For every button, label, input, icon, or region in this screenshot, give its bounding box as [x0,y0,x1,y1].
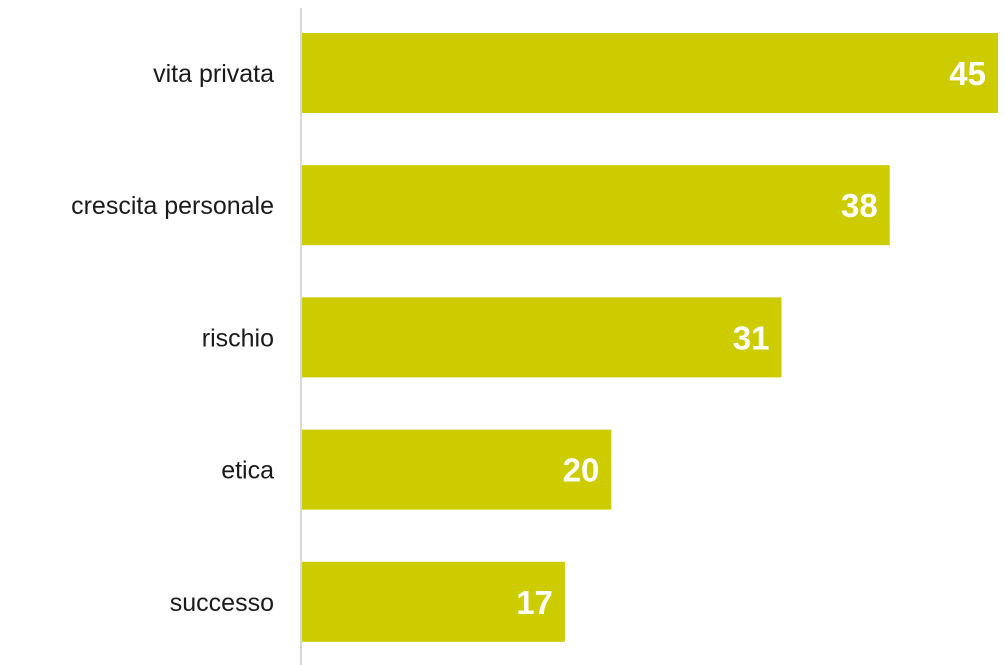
value-labels-group: 45 38 31 20 17 [516,55,986,621]
bar-successo [302,561,565,642]
value-label-rischio: 31 [733,319,770,356]
category-label-vita-privata: vita privata [153,60,274,88]
value-label-vita-privata: 45 [949,55,986,92]
bar-rischio [302,297,782,378]
value-label-crescita-personale: 38 [841,187,878,224]
bars-group [302,33,998,642]
category-label-successo: successo [170,589,274,617]
value-label-etica: 20 [563,452,600,489]
bar-crescita-personale [302,165,890,246]
category-label-etica: etica [221,457,274,485]
value-label-successo: 17 [516,584,553,621]
category-labels-group: vita privata crescita personale rischio eti… [71,60,274,617]
bar-etica [302,429,612,510]
category-label-rischio: rischio [202,324,274,352]
bar-vita-privata [302,33,998,113]
category-label-crescita-personale: crescita personale [71,192,274,220]
